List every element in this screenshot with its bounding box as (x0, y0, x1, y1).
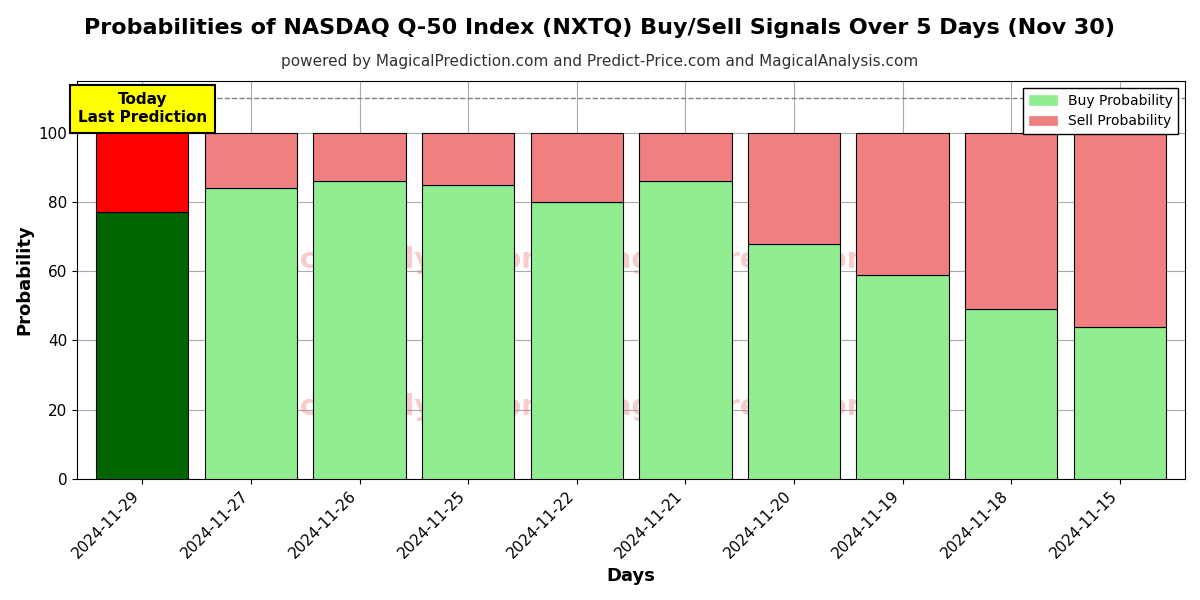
Bar (965, 133, 1057, 310)
Bar (205, 188, 298, 479)
Bar (313, 181, 406, 479)
Bar (748, 133, 840, 244)
Bar (1074, 326, 1166, 479)
Text: Probabilities of NASDAQ Q-50 Index (NXTQ) Buy/Sell Signals Over 5 Days (Nov 30): Probabilities of NASDAQ Q-50 Index (NXTQ… (84, 18, 1116, 38)
Bar (748, 244, 840, 479)
X-axis label: Days: Days (607, 567, 655, 585)
Bar (422, 185, 515, 479)
Bar (857, 133, 949, 275)
Text: MagicalAnalysis.com: MagicalAnalysis.com (224, 393, 551, 421)
Bar (1074, 133, 1166, 326)
Bar (640, 133, 732, 181)
Text: MagicalPrediction.com: MagicalPrediction.com (586, 246, 942, 274)
Bar (530, 133, 623, 202)
Bar (965, 310, 1057, 479)
Bar (530, 202, 623, 479)
Text: MagicalPrediction.com: MagicalPrediction.com (586, 393, 942, 421)
Y-axis label: Probability: Probability (14, 224, 32, 335)
Text: Today
Last Prediction: Today Last Prediction (78, 92, 206, 125)
Bar (205, 133, 298, 188)
Bar (96, 133, 188, 212)
Text: powered by MagicalPrediction.com and Predict-Price.com and MagicalAnalysis.com: powered by MagicalPrediction.com and Pre… (281, 54, 919, 69)
Text: MagicalAnalysis.com: MagicalAnalysis.com (224, 246, 551, 274)
Legend: Buy Probability, Sell Probability: Buy Probability, Sell Probability (1024, 88, 1178, 134)
Bar (313, 133, 406, 181)
Bar (422, 133, 515, 185)
Bar (640, 181, 732, 479)
Bar (857, 275, 949, 479)
Bar (96, 212, 188, 479)
